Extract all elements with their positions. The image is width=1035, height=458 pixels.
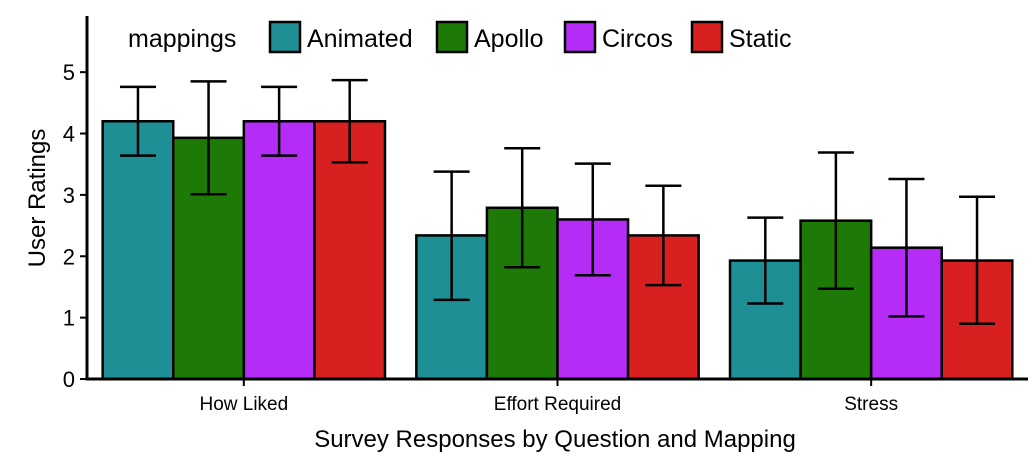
legend-swatch-apollo (435, 20, 469, 54)
bar-how-liked-animated (101, 120, 175, 381)
legend-title: mappings (128, 25, 236, 53)
x-tick-label-stress: Stress (844, 394, 898, 415)
error-bar-how-liked-circos (261, 85, 298, 157)
error-bar-effort-required-circos (574, 162, 611, 277)
error-bar-how-liked-apollo (190, 80, 227, 196)
error-bar-stress-apollo (817, 151, 854, 291)
error-bar-stress-circos (888, 177, 925, 318)
y-tick-label-4: 4 (63, 122, 75, 147)
bar-how-liked-static (313, 120, 387, 381)
x-tick-label-effort-required: Effort Required (494, 394, 621, 415)
legend-swatch-animated (268, 20, 302, 54)
error-bar-effort-required-animated (433, 170, 470, 302)
error-bar-stress-animated (747, 216, 784, 305)
error-bars-layer (119, 78, 996, 326)
y-tick-label-3: 3 (63, 183, 75, 208)
error-bar-stress-static (959, 195, 996, 326)
y-tick-label-1: 1 (63, 306, 75, 331)
legend-swatch-circos (563, 20, 597, 54)
y-tick-label-5: 5 (63, 60, 75, 85)
legend-label-animated: Animated (307, 25, 413, 53)
y-tick-label-0: 0 (63, 367, 75, 392)
legend-label-circos: Circos (602, 25, 673, 53)
error-bar-effort-required-apollo (504, 147, 541, 269)
legend-item-apollo: Apollo (435, 20, 544, 54)
bars-layer (101, 120, 1014, 381)
error-bar-how-liked-static (331, 78, 368, 164)
y-axis-title: User Ratings (24, 129, 51, 268)
legend: mappings Animated Apollo Circos Static (128, 20, 792, 54)
legend-item-circos: Circos (563, 20, 673, 54)
legend-item-animated: Animated (268, 20, 413, 54)
x-tick-label-how-liked: How Liked (199, 394, 288, 415)
bar-how-liked-circos (242, 120, 316, 381)
y-tick-label-2: 2 (63, 244, 75, 269)
legend-item-static: Static (690, 20, 792, 54)
legend-label-static: Static (729, 25, 792, 53)
error-bar-effort-required-static (645, 184, 682, 287)
x-axis-title: Survey Responses by Question and Mapping (314, 426, 796, 453)
legend-swatch-static (690, 20, 724, 54)
error-bar-how-liked-animated (119, 85, 156, 157)
axes-layer: How Liked Effort Required Stress 0 1 2 3 4 5 (63, 16, 1028, 415)
legend-label-apollo: Apollo (474, 25, 544, 53)
